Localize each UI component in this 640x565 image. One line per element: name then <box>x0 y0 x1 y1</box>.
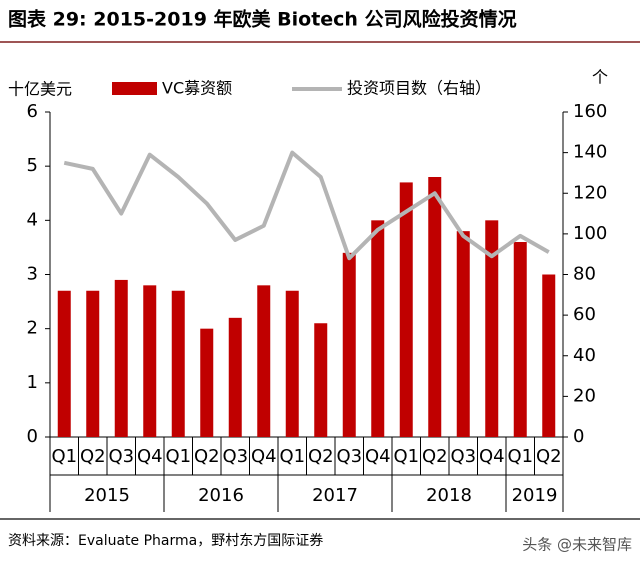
y-tick-label: 0 <box>27 426 38 447</box>
year-label: 2015 <box>84 485 130 506</box>
x-tick-label: Q3 <box>222 446 248 467</box>
x-tick-label: Q4 <box>365 446 391 467</box>
line <box>63 150 550 261</box>
x-tick-label: Q1 <box>507 446 533 467</box>
bar <box>342 252 356 437</box>
chart-title: 图表 29: 2015-2019 年欧美 Biotech 公司风险投资情况 <box>8 8 517 31</box>
y2-axis-label: 个 <box>592 68 608 87</box>
y2-tick-label: 100 <box>573 223 607 244</box>
x-tick-label: Q3 <box>336 446 362 467</box>
bar <box>114 279 128 437</box>
y2-tick-label: 120 <box>573 182 607 203</box>
legend-label: VC募资额 <box>162 79 232 98</box>
x-tick-label: Q4 <box>479 446 505 467</box>
year-label: 2018 <box>426 485 472 506</box>
bar <box>542 274 556 437</box>
y2-tick-label: 40 <box>573 345 596 366</box>
x-tick-label: Q2 <box>308 446 334 467</box>
x-tick-label: Q3 <box>450 446 476 467</box>
bar <box>143 285 157 437</box>
legend-label: 投资项目数（右轴） <box>347 79 491 98</box>
bar <box>200 328 214 437</box>
year-label: 2016 <box>198 485 244 506</box>
bar <box>171 290 185 437</box>
bar <box>257 285 271 437</box>
y2-tick-label: 140 <box>573 142 607 163</box>
x-tick-label: Q1 <box>393 446 419 467</box>
bar <box>513 242 527 437</box>
x-tick-label: Q2 <box>194 446 220 467</box>
bar <box>456 231 470 437</box>
x-tick-label: Q1 <box>279 446 305 467</box>
y-tick-label: 3 <box>27 264 38 285</box>
year-label: 2019 <box>512 485 558 506</box>
legend-swatch <box>112 82 157 95</box>
y2-tick-label: 20 <box>573 385 596 406</box>
bar <box>485 220 499 437</box>
y2-tick-label: 0 <box>573 426 584 447</box>
y2-tick-label: 80 <box>573 264 596 285</box>
bar <box>86 290 100 437</box>
y-tick-label: 6 <box>27 101 38 122</box>
x-tick-label: Q1 <box>165 446 191 467</box>
x-tick-label: Q3 <box>108 446 134 467</box>
x-tick-label: Q4 <box>137 446 163 467</box>
x-tick-label: Q2 <box>80 446 106 467</box>
x-tick-label: Q4 <box>251 446 277 467</box>
y-axis-label: 十亿美元 <box>8 80 72 99</box>
y-tick-label: 2 <box>27 318 38 339</box>
x-tick-label: Q2 <box>536 446 562 467</box>
source-note: 资料来源：Evaluate Pharma，野村东方国际证券 <box>8 533 323 549</box>
y2-tick-label: 160 <box>573 101 607 122</box>
watermark: 头条 @未来智库 <box>522 536 632 554</box>
bar <box>399 182 413 437</box>
y-tick-label: 1 <box>27 372 38 393</box>
bar <box>371 220 385 437</box>
year-label: 2017 <box>312 485 358 506</box>
y-tick-label: 5 <box>27 155 38 176</box>
x-tick-label: Q1 <box>51 446 77 467</box>
x-tick-label: Q2 <box>422 446 448 467</box>
bar <box>228 317 242 437</box>
bar <box>57 290 71 437</box>
bar <box>314 323 328 437</box>
y2-tick-label: 60 <box>573 304 596 325</box>
bar <box>428 177 442 437</box>
bar <box>285 290 299 437</box>
y-tick-label: 4 <box>27 209 38 230</box>
